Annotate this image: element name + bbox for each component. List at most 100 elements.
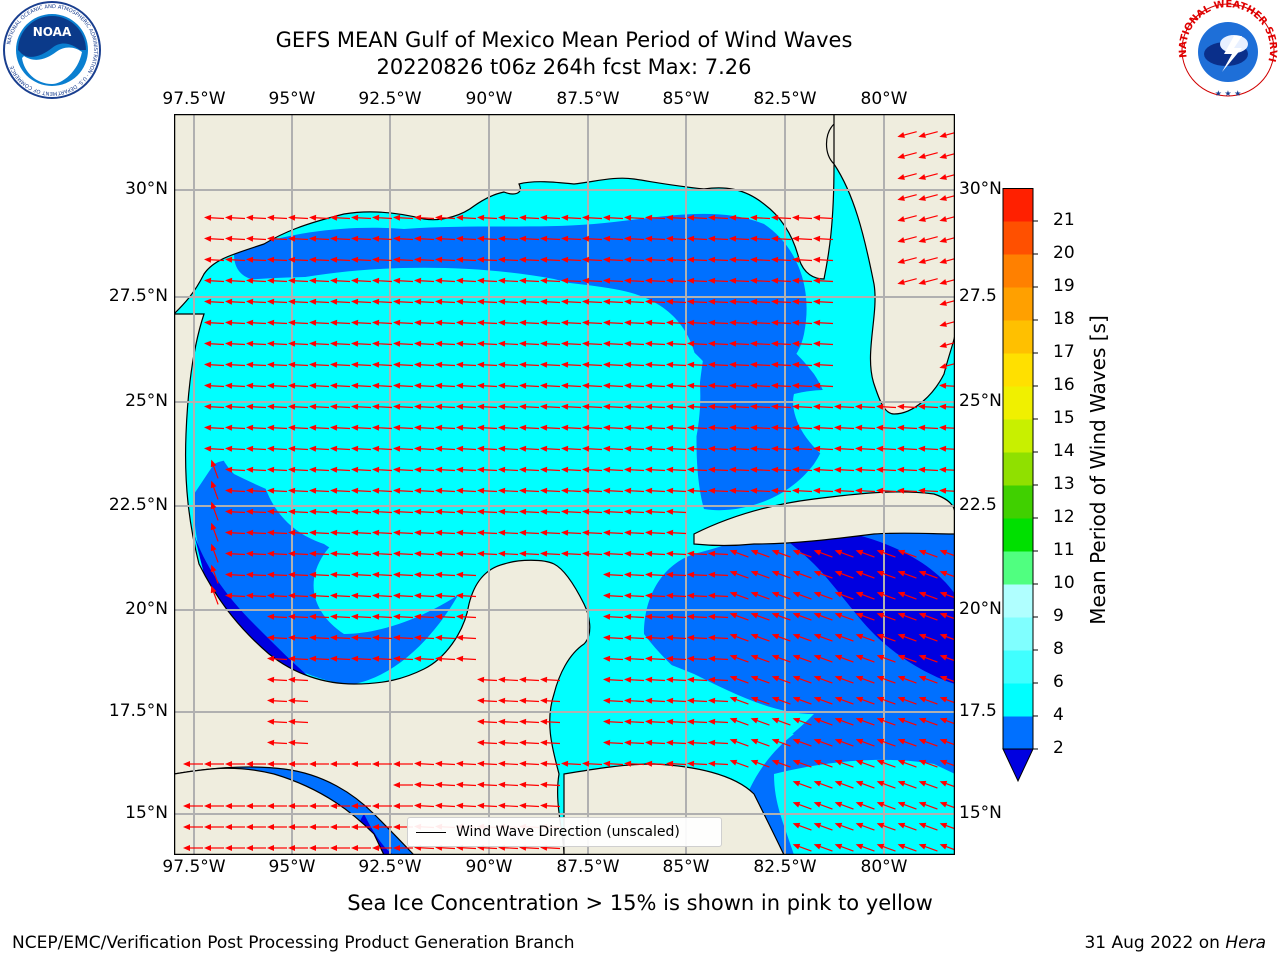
direction-arrow bbox=[687, 298, 708, 305]
direction-arrow bbox=[540, 214, 561, 221]
direction-arrow bbox=[750, 717, 770, 726]
direction-arrow bbox=[225, 445, 246, 452]
direction-arrow bbox=[540, 445, 561, 452]
svg-text:NOAA: NOAA bbox=[33, 25, 72, 39]
direction-arrow bbox=[729, 424, 750, 431]
direction-arrow bbox=[792, 654, 812, 663]
lat-tick-left: 30°N bbox=[125, 179, 168, 199]
direction-arrow bbox=[540, 697, 561, 704]
direction-arrow bbox=[330, 592, 351, 599]
direction-arrow bbox=[582, 298, 603, 305]
direction-arrow bbox=[897, 215, 917, 222]
direction-arrow bbox=[288, 697, 309, 704]
direction-arrow bbox=[351, 803, 371, 809]
direction-arrow bbox=[603, 571, 624, 578]
direction-arrow bbox=[897, 173, 917, 180]
direction-arrow bbox=[288, 634, 309, 641]
direction-arrow bbox=[330, 529, 351, 536]
direction-arrow bbox=[246, 340, 267, 347]
direction-arrow bbox=[855, 612, 875, 621]
direction-arrow bbox=[225, 424, 246, 431]
direction-arrow bbox=[687, 445, 708, 452]
direction-arrow bbox=[666, 739, 687, 746]
direction-arrow bbox=[204, 256, 225, 263]
direction-arrow bbox=[603, 529, 624, 536]
direction-arrow bbox=[372, 340, 393, 347]
direction-arrow bbox=[225, 571, 246, 578]
direction-arrow bbox=[456, 466, 477, 473]
direction-arrow bbox=[939, 341, 955, 348]
direction-arrow bbox=[855, 654, 875, 663]
direction-arrow bbox=[813, 570, 833, 579]
direction-arrow bbox=[603, 634, 624, 641]
direction-arrow bbox=[834, 487, 855, 494]
direction-arrow bbox=[540, 739, 561, 746]
direction-arrow bbox=[204, 403, 225, 410]
direction-arrow bbox=[225, 361, 246, 368]
direction-arrow bbox=[330, 298, 351, 305]
direction-arrow bbox=[897, 194, 917, 201]
direction-arrow bbox=[708, 424, 729, 431]
direction-arrow bbox=[918, 843, 938, 852]
lon-tick-top: 97.5°W bbox=[162, 89, 226, 109]
direction-arrow bbox=[477, 487, 498, 494]
direction-arrow bbox=[708, 718, 729, 725]
direction-arrow bbox=[939, 445, 955, 452]
direction-arrow bbox=[288, 592, 309, 599]
lon-tick-bottom: 82.5°W bbox=[753, 857, 817, 877]
direction-arrow bbox=[414, 781, 435, 788]
direction-arrow bbox=[372, 592, 393, 599]
direction-arrow bbox=[372, 803, 392, 809]
direction-arrow bbox=[771, 214, 792, 221]
direction-arrow bbox=[210, 522, 219, 542]
direction-arrow bbox=[414, 277, 435, 284]
direction-arrow bbox=[855, 445, 876, 452]
direction-arrow bbox=[792, 214, 813, 221]
direction-arrow bbox=[897, 843, 917, 852]
direction-arrow bbox=[918, 194, 938, 201]
direction-arrow bbox=[897, 403, 918, 410]
direction-arrow bbox=[918, 424, 939, 431]
direction-arrow bbox=[267, 340, 288, 347]
direction-arrow bbox=[666, 361, 687, 368]
direction-arrow bbox=[351, 550, 372, 557]
direction-arrow bbox=[288, 739, 309, 746]
direction-arrow bbox=[792, 382, 813, 389]
direction-arrow bbox=[267, 613, 288, 620]
direction-arrow bbox=[309, 466, 330, 473]
direction-arrow bbox=[750, 340, 771, 347]
direction-arrow bbox=[792, 612, 812, 621]
colorbar-segment bbox=[1003, 683, 1033, 717]
direction-arrow bbox=[624, 424, 645, 431]
direction-arrow bbox=[603, 550, 624, 557]
direction-arrow bbox=[897, 780, 917, 789]
direction-arrow bbox=[435, 634, 456, 641]
direction-arrow bbox=[477, 256, 498, 263]
direction-arrow bbox=[435, 340, 456, 347]
direction-arrow bbox=[918, 403, 939, 410]
footer-date-text: 31 Aug 2022 on bbox=[1084, 933, 1226, 953]
direction-arrow bbox=[582, 760, 603, 767]
direction-arrow bbox=[267, 824, 287, 830]
lon-tick-top: 92.5°W bbox=[358, 89, 422, 109]
direction-arrow bbox=[645, 760, 666, 767]
direction-arrow bbox=[687, 424, 708, 431]
direction-arrow bbox=[393, 613, 414, 620]
direction-arrow bbox=[582, 424, 603, 431]
direction-arrow bbox=[918, 549, 938, 558]
direction-arrow bbox=[309, 634, 330, 641]
direction-arrow bbox=[351, 613, 372, 620]
direction-arrow bbox=[330, 403, 351, 410]
direction-arrow bbox=[435, 298, 456, 305]
direction-arrow bbox=[624, 382, 645, 389]
direction-arrow bbox=[666, 256, 687, 263]
direction-arrow bbox=[687, 592, 708, 599]
direction-arrow bbox=[288, 824, 308, 830]
direction-arrow bbox=[477, 445, 498, 452]
direction-arrow bbox=[267, 466, 288, 473]
direction-arrow bbox=[834, 633, 854, 642]
direction-arrow bbox=[918, 591, 938, 600]
direction-arrow bbox=[771, 633, 791, 642]
direction-arrow bbox=[603, 592, 624, 599]
direction-arrow bbox=[246, 529, 267, 536]
